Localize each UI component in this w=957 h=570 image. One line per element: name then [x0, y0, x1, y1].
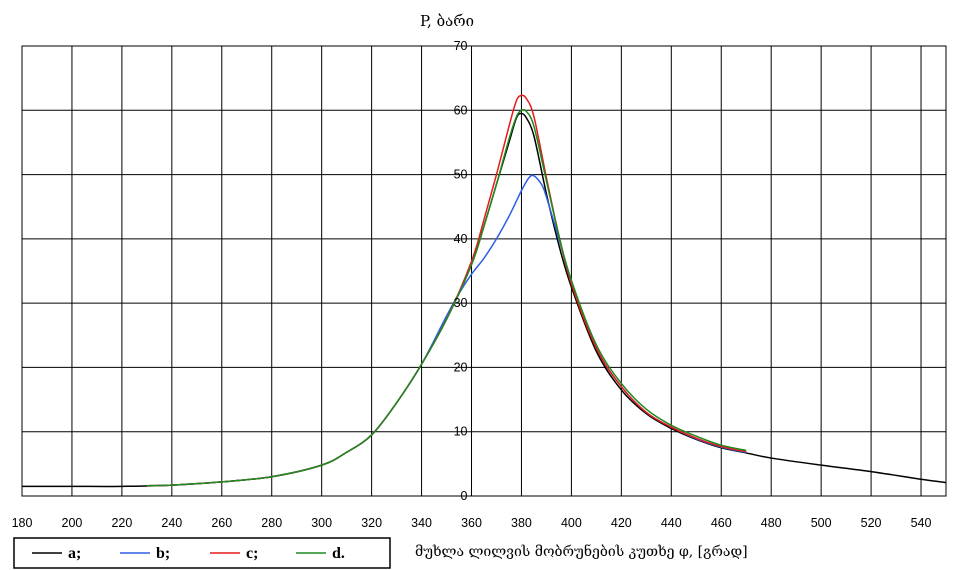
y-tick-label: 20: [454, 360, 468, 374]
x-tick-label: 260: [211, 516, 232, 530]
y-tick-label: 60: [454, 103, 468, 117]
x-tick-label: 280: [261, 516, 282, 530]
x-tick-label: 380: [511, 516, 532, 530]
legend-label-d: d.: [332, 545, 345, 562]
x-tick-label: 500: [811, 516, 832, 530]
y-tick-label: 30: [454, 296, 468, 310]
grid-lines: [22, 45, 946, 497]
legend-label-c: c;: [246, 545, 258, 562]
series-lines: [21, 94, 947, 488]
x-tick-label: 340: [411, 516, 432, 530]
y-tick-labels: 0 10 20 30 40 50 60 70: [454, 39, 468, 503]
x-axis-label: მუხლა ლილვის მობრუნების კუთხე φ, [გრად]: [415, 542, 748, 560]
x-tick-label: 300: [311, 516, 332, 530]
x-tick-label: 200: [62, 516, 83, 530]
x-tick-label: 460: [711, 516, 732, 530]
legend-box: [13, 537, 391, 569]
y-tick-label: 40: [454, 232, 468, 246]
x-tick-labels: 180 200 220 240 260 280 300 320 340 360 380 400 420 4…: [12, 516, 932, 530]
x-tick-label: 440: [661, 516, 682, 530]
x-tick-label: 400: [561, 516, 582, 530]
x-tick-label: 520: [861, 516, 882, 530]
y-axis-label: P, ბარი: [420, 12, 474, 30]
plot-area: [21, 45, 947, 497]
y-tick-label: 0: [461, 489, 468, 503]
legend-label-b: b;: [156, 545, 170, 562]
x-tick-label: 420: [611, 516, 632, 530]
x-tick-label: 320: [361, 516, 382, 530]
x-tick-label: 180: [12, 516, 33, 530]
legend: a; b; c; d.: [13, 537, 391, 569]
y-tick-label: 10: [454, 425, 468, 439]
legend-label-a: a;: [68, 545, 81, 562]
series-line-d: [146, 108, 747, 487]
x-tick-label: 480: [761, 516, 782, 530]
x-tick-label: 360: [461, 516, 482, 530]
x-tick-label: 220: [111, 516, 132, 530]
x-tick-label: 540: [911, 516, 932, 530]
x-tick-label: 240: [161, 516, 182, 530]
y-tick-label: 50: [454, 168, 468, 182]
y-tick-label: 70: [454, 39, 468, 53]
